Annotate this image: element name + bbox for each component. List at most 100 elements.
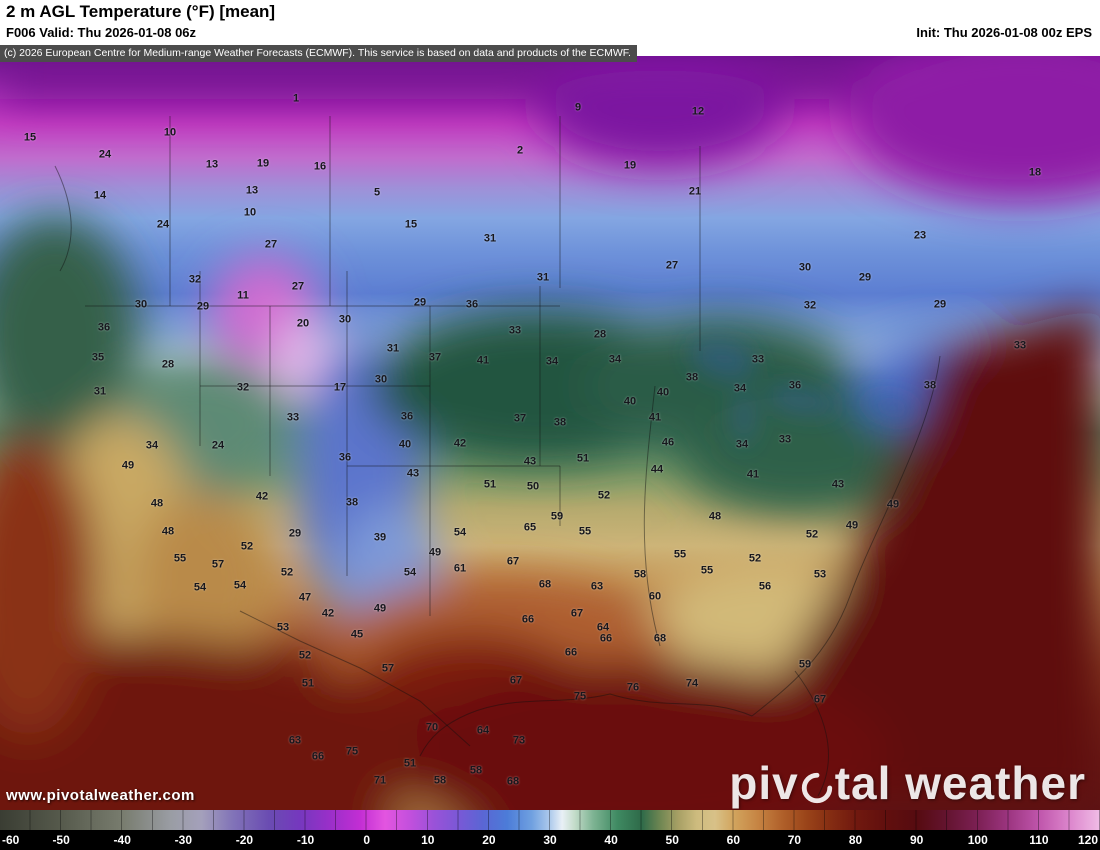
- temp-label: 36: [400, 410, 414, 423]
- pivotal-swirl-icon: [800, 766, 834, 804]
- temp-label: 51: [403, 757, 417, 770]
- temp-label: 15: [23, 131, 37, 144]
- temp-label: 28: [161, 358, 175, 371]
- temp-label: 42: [321, 607, 335, 620]
- temp-label: 54: [453, 526, 467, 539]
- temp-label: 57: [381, 662, 395, 675]
- temp-label: 34: [145, 439, 159, 452]
- temp-label: 41: [476, 354, 490, 367]
- temp-label: 38: [923, 379, 937, 392]
- colorbar-tick-label: 80: [848, 833, 863, 847]
- temp-label: 66: [521, 613, 535, 626]
- temp-label: 48: [150, 497, 164, 510]
- colorbar-tick-label: -20: [235, 833, 254, 847]
- temp-label: 24: [211, 439, 225, 452]
- colorbar-tick-label: 10: [421, 833, 435, 847]
- temp-label: 29: [858, 271, 872, 284]
- temp-label: 49: [886, 498, 900, 511]
- temp-label: 40: [623, 395, 637, 408]
- temp-label: 33: [751, 353, 765, 366]
- temp-label: 48: [161, 525, 175, 538]
- watermark-brand-post: tal weather: [834, 757, 1086, 809]
- temp-label: 37: [513, 412, 527, 425]
- temp-label: 29: [288, 527, 302, 540]
- colorbar-tick-label: 30: [543, 833, 557, 847]
- temp-label: 56: [758, 580, 772, 593]
- colorbar-tick-label: -50: [52, 833, 70, 847]
- temp-label: 35: [91, 351, 105, 364]
- temp-label: 31: [93, 385, 107, 398]
- temp-label: 54: [233, 579, 247, 592]
- temp-label: 32: [188, 273, 202, 286]
- temp-label: 11: [237, 289, 249, 302]
- temp-label: 43: [406, 467, 420, 480]
- temp-label: 36: [338, 451, 352, 464]
- temp-label: 31: [536, 271, 550, 284]
- temp-label: 55: [673, 548, 687, 561]
- temp-label: 63: [288, 734, 302, 747]
- temp-label: 19: [256, 157, 270, 170]
- temp-label: 36: [97, 321, 111, 334]
- temp-label: 34: [733, 382, 747, 395]
- colorbar-tick-label: -10: [296, 833, 315, 847]
- temp-label: 32: [236, 381, 250, 394]
- temp-label: 59: [798, 658, 812, 671]
- temp-label: 36: [788, 379, 802, 392]
- temp-label: 67: [506, 555, 520, 568]
- temp-label: 12: [691, 105, 705, 118]
- temp-label: 31: [386, 342, 400, 355]
- temp-label: 13: [205, 158, 219, 171]
- temperature-map: 1 9 12 15 10 24 13 19 16 2 19 14 13 5 21 10 24 15 18 23 27 31…: [0, 56, 1100, 810]
- valid-time-label: F006 Valid: Thu 2026-01-08 06z: [6, 25, 197, 40]
- temp-label: 66: [311, 750, 325, 763]
- temp-label: 2: [516, 144, 524, 157]
- temperature-field: [0, 56, 1100, 810]
- temp-label: 30: [798, 261, 812, 274]
- temp-label: 49: [428, 546, 442, 559]
- temp-label: 27: [264, 238, 278, 251]
- colorbar-tick-label: 20: [482, 833, 496, 847]
- colorbar-tick-label: -60: [2, 833, 20, 847]
- colorbar-tick-label: 70: [787, 833, 802, 847]
- temp-label: 67: [509, 674, 523, 687]
- temp-label: 20: [296, 317, 310, 330]
- watermark-brand: piv tal weather: [729, 760, 1086, 806]
- temp-label: 75: [573, 690, 587, 703]
- temp-label: 23: [913, 229, 927, 242]
- temp-label: 1: [292, 92, 300, 105]
- temp-label: 63: [590, 580, 604, 593]
- temp-label: 38: [553, 416, 567, 429]
- temp-label: 46: [661, 436, 675, 449]
- temp-label: 67: [813, 693, 827, 706]
- colorbar-tick-label: 40: [604, 833, 618, 847]
- temp-label: 42: [453, 437, 467, 450]
- temp-label: 61: [453, 562, 467, 575]
- temp-label: 65: [523, 521, 537, 534]
- temp-label: 59: [550, 510, 564, 523]
- temp-label: 53: [276, 621, 290, 634]
- temp-label: 18: [1028, 166, 1042, 179]
- temp-label: 30: [374, 373, 388, 386]
- temp-label: 10: [243, 206, 257, 219]
- temp-label: 27: [665, 259, 679, 272]
- state-boundaries: [54, 116, 941, 797]
- temp-label: 52: [805, 528, 819, 541]
- temp-label: 36: [465, 298, 479, 311]
- temp-label: 54: [403, 566, 417, 579]
- temp-label: 48: [708, 510, 722, 523]
- init-time-label: Init: Thu 2026-01-08 00z EPS: [916, 25, 1092, 40]
- colorbar-ticks: -60 -50 -40 -30 -20 -10 0 10 20 30 40 50 60 70 80 90 100…: [0, 830, 1100, 850]
- temp-label: 38: [345, 496, 359, 509]
- temp-label: 13: [245, 184, 259, 197]
- temp-label: 29: [413, 296, 427, 309]
- temp-label: 67: [570, 607, 584, 620]
- temp-label: 70: [425, 721, 439, 734]
- temp-label: 50: [526, 480, 540, 493]
- great-lakes: [689, 338, 918, 448]
- temp-label: 47: [298, 591, 312, 604]
- temp-label: 55: [578, 525, 592, 538]
- temp-label: 39: [373, 531, 387, 544]
- watermark-brand-pre: piv: [729, 757, 799, 809]
- temp-label: 44: [650, 463, 664, 476]
- temp-label: 76: [626, 681, 640, 694]
